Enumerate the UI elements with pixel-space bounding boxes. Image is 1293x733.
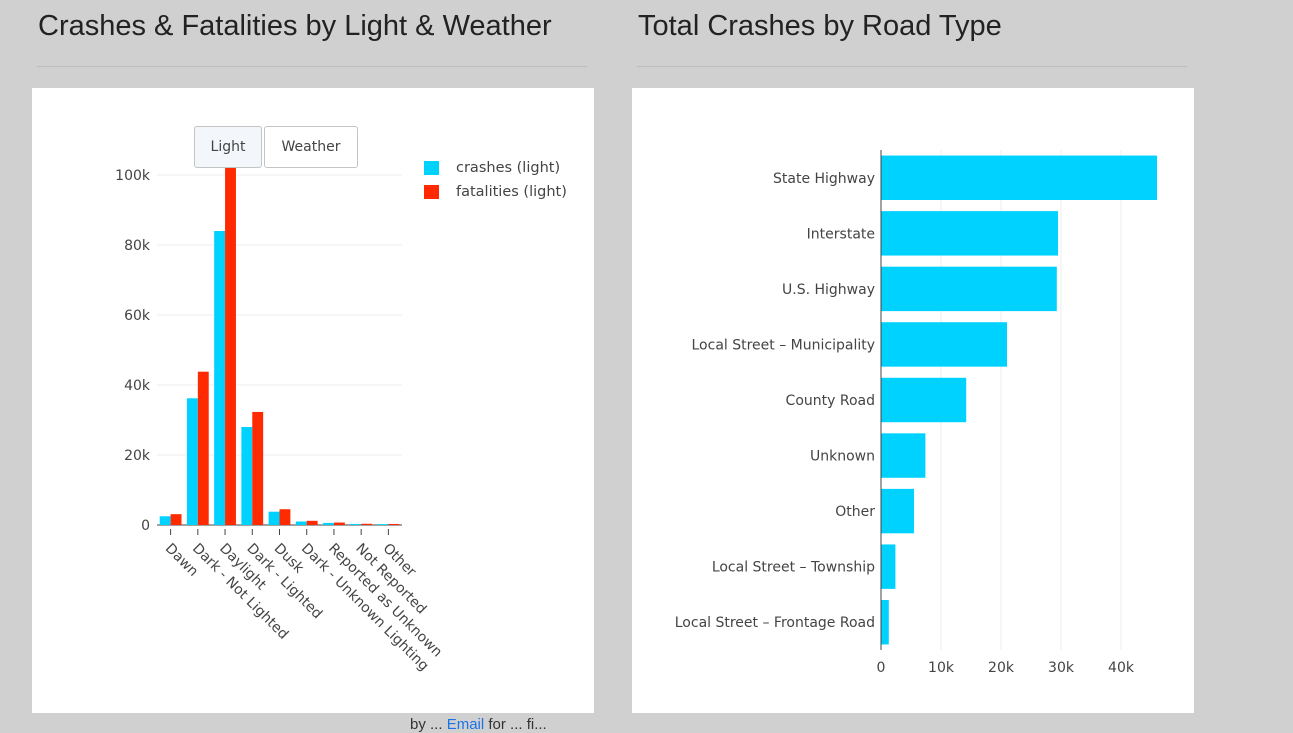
bar-crashes <box>186 398 198 525</box>
x-tick-label: 40k <box>1108 660 1135 676</box>
bar-crashes <box>241 427 253 525</box>
y-tick-label: 0 <box>141 518 150 534</box>
bar-fatalities <box>361 523 373 525</box>
bar-fatalities <box>388 523 400 525</box>
legend-item-fatalities[interactable]: fatalities (light) <box>424 184 567 200</box>
left-chart-title: Crashes & Fatalities by Light & Weather <box>38 10 552 42</box>
y-tick-label: Local Street – Township <box>712 560 875 576</box>
bar-fatalities <box>333 522 345 525</box>
y-tick-label: County Road <box>786 393 875 409</box>
bar-road-type <box>881 266 1057 312</box>
right-title-divider <box>637 66 1187 67</box>
bar-road-type <box>881 377 967 423</box>
bar-crashes <box>323 522 334 525</box>
bar-road-type <box>881 488 914 534</box>
bar-fatalities <box>197 371 209 525</box>
y-tick-label: 40k <box>124 378 151 394</box>
bar-fatalities <box>225 168 236 525</box>
y-tick-label: 20k <box>124 448 151 464</box>
x-tick-label: Reported as Unknown <box>325 541 445 661</box>
x-tick-label: 10k <box>928 660 955 676</box>
light-toggle-button[interactable]: Light <box>194 126 262 168</box>
bar-road-type <box>881 211 1058 256</box>
bar-crashes <box>214 231 226 525</box>
bar-road-type <box>881 433 926 478</box>
bar-fatalities <box>252 411 264 525</box>
x-tick-label: 30k <box>1048 660 1075 676</box>
bar-crashes <box>377 524 389 525</box>
y-tick-label: Unknown <box>810 449 875 465</box>
legend-label-crashes: crashes (light) <box>456 160 561 176</box>
x-tick-label: 20k <box>988 660 1015 676</box>
legend-item-crashes[interactable]: crashes (light) <box>424 160 560 176</box>
bar-crashes <box>159 516 171 525</box>
bar-crashes <box>295 521 307 525</box>
legend-label-fatalities: fatalities (light) <box>456 184 567 200</box>
left-title-divider <box>37 66 587 67</box>
y-tick-label: U.S. Highway <box>782 282 875 298</box>
footer-prefix: by ... <box>410 716 447 733</box>
y-tick-label: 80k <box>124 238 151 254</box>
y-tick-label: 60k <box>124 308 151 324</box>
bar-crashes <box>350 523 362 525</box>
bar-fatalities <box>306 520 318 525</box>
footer-text: by ... Email for ... fi... <box>410 716 547 733</box>
road-type-chart-panel: 0 10k 20k 30k 40k State Highway Interstate U.S.… <box>632 88 1194 713</box>
legend-swatch-crashes <box>424 161 439 175</box>
footer-suffix: for ... fi... <box>484 716 547 733</box>
bar-crashes <box>268 511 280 525</box>
bar-road-type <box>881 155 1157 200</box>
light-weather-chart-panel: 0 20k 40k 60k 80k 100k Dawn Dark - Not Lighted D… <box>32 88 594 713</box>
road-type-bar-chart: 0 10k 20k 30k 40k State Highway Interstate U.S.… <box>675 150 1157 676</box>
footer-email-link[interactable]: Email <box>446 716 485 733</box>
y-tick-label: Interstate <box>807 226 875 242</box>
bar-road-type <box>881 322 1007 367</box>
y-tick-label: Other <box>835 504 875 520</box>
legend-swatch-fatalities <box>424 185 439 199</box>
bar-road-type <box>881 544 896 589</box>
weather-toggle-button[interactable]: Weather <box>264 126 358 168</box>
bar-fatalities <box>170 514 182 525</box>
right-chart-title: Total Crashes by Road Type <box>638 10 1002 42</box>
y-tick-label: Local Street – Municipality <box>692 337 876 353</box>
bar-road-type <box>881 600 889 645</box>
y-tick-label: State Highway <box>773 171 875 187</box>
y-tick-label: Local Street – Frontage Road <box>675 615 875 631</box>
y-tick-label: 100k <box>115 168 151 184</box>
x-tick-label: 0 <box>877 660 886 676</box>
bar-fatalities <box>279 509 291 525</box>
